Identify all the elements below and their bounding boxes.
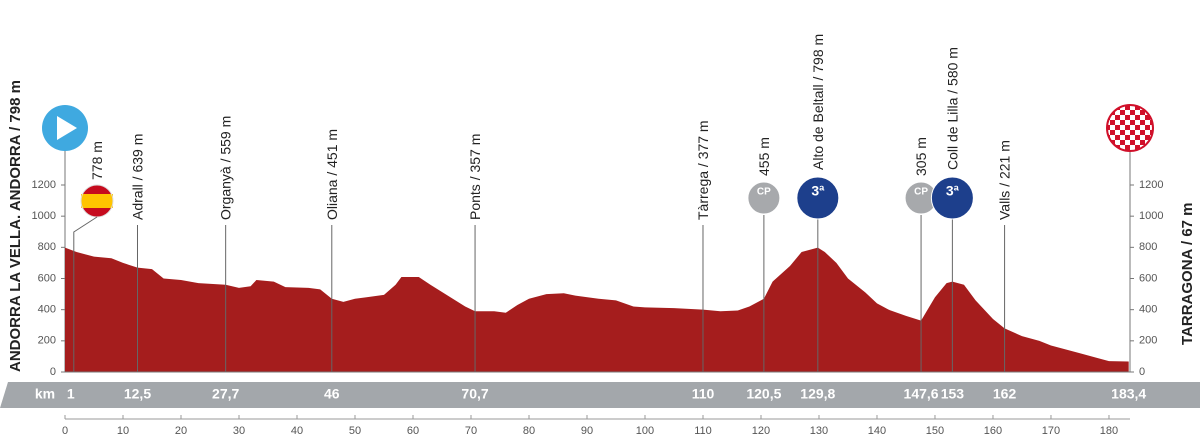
waypoint-label: Valls / 221 m xyxy=(997,140,1013,220)
waypoint-label: 305 m xyxy=(913,137,929,176)
waypoint-label: Organyà / 559 m xyxy=(218,116,234,220)
x-tick-label: 90 xyxy=(581,425,593,437)
x-tick-label: 70 xyxy=(465,425,477,437)
km-marker: 12,5 xyxy=(124,386,151,402)
y2-tick-label: 400 xyxy=(1139,304,1157,316)
start-arrow xyxy=(57,116,77,140)
x-tick-label: 150 xyxy=(926,425,944,437)
waypoint-label: Coll de Lilla / 580 m xyxy=(944,47,960,170)
waypoint-label: Ponts / 357 m xyxy=(467,134,483,220)
km-marker: 120,5 xyxy=(746,386,781,402)
badge-text: CP xyxy=(914,187,928,198)
y2-tick-label: 800 xyxy=(1139,241,1157,253)
x-tick-label: 20 xyxy=(175,425,187,437)
x-tick-label: 40 xyxy=(291,425,303,437)
waypoint-label: Adrall / 639 m xyxy=(129,134,145,220)
km-strip xyxy=(0,382,1200,408)
km-marker: 46 xyxy=(324,386,340,402)
x-tick-label: 100 xyxy=(636,425,654,437)
waypoint-label: Oliana / 451 m xyxy=(324,129,340,220)
km-marker: 70,7 xyxy=(461,386,488,402)
x-tick-label: 140 xyxy=(868,425,886,437)
x-tick-label: 80 xyxy=(523,425,535,437)
finish-icon xyxy=(1106,104,1154,152)
y-tick-label: 800 xyxy=(38,241,56,253)
y-tick-label: 600 xyxy=(38,272,56,284)
y2-tick-label: 600 xyxy=(1139,272,1157,284)
y2-tick-label: 200 xyxy=(1139,335,1157,347)
finish-label: TARRAGONA / 67 m xyxy=(1179,202,1196,345)
badge xyxy=(930,176,974,220)
badge-text: CP xyxy=(757,187,771,198)
x-tick-label: 160 xyxy=(984,425,1002,437)
y2-tick-label: 0 xyxy=(1139,366,1145,378)
waypoint-label: 455 m xyxy=(756,137,772,176)
x-tick-label: 0 xyxy=(62,425,68,437)
waypoint-label: Alto de Beltall / 798 m xyxy=(810,34,826,170)
km-marker: 183,4 xyxy=(1111,386,1146,402)
km-marker: 27,7 xyxy=(212,386,239,402)
y-tick-label: 1000 xyxy=(32,210,56,222)
badge-text: 3ª xyxy=(811,183,825,199)
badge xyxy=(796,176,840,220)
km-marker: 162 xyxy=(993,386,1017,402)
km-marker: 147,6 xyxy=(904,386,939,402)
x-tick-label: 180 xyxy=(1100,425,1118,437)
km-marker: 110 xyxy=(692,386,715,402)
waypoint-label: 778 m xyxy=(89,141,105,180)
x-tick-label: 60 xyxy=(407,425,419,437)
spain-flag xyxy=(80,184,114,218)
x-tick-label: 50 xyxy=(349,425,361,437)
start-label: ANDORRA LA VELLA. ANDORRA / 798 m xyxy=(7,80,24,372)
y-tick-label: 1200 xyxy=(32,179,56,191)
x-tick-label: 110 xyxy=(694,425,712,437)
waypoint-line xyxy=(73,216,98,372)
badge-text: 3ª xyxy=(946,183,960,199)
km-marker: 129,8 xyxy=(800,386,835,402)
y-tick-label: 200 xyxy=(38,335,56,347)
km-label: km xyxy=(35,386,55,402)
y-tick-label: 400 xyxy=(38,304,56,316)
badge xyxy=(747,181,781,215)
x-tick-label: 130 xyxy=(810,425,828,437)
km-marker: 1 xyxy=(67,386,75,402)
x-tick-label: 120 xyxy=(752,425,770,437)
x-tick-label: 170 xyxy=(1042,425,1060,437)
km-marker: 153 xyxy=(941,386,965,402)
x-tick-label: 10 xyxy=(117,425,129,437)
y2-tick-label: 1200 xyxy=(1139,179,1163,191)
y-tick-label: 0 xyxy=(50,366,56,378)
waypoint-label: Tàrrega / 377 m xyxy=(695,120,711,220)
y2-tick-label: 1000 xyxy=(1139,210,1163,222)
profile-area xyxy=(65,247,1129,372)
x-tick-label: 30 xyxy=(233,425,245,437)
